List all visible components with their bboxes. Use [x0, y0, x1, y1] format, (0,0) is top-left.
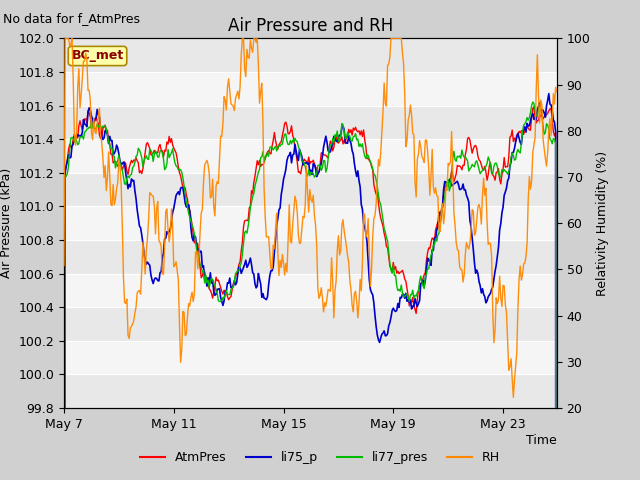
- Bar: [64, 307, 557, 341]
- Title: Air Pressure and RH: Air Pressure and RH: [228, 17, 393, 36]
- Text: Time: Time: [526, 434, 557, 447]
- Bar: [64, 72, 557, 106]
- Bar: [64, 341, 557, 374]
- Y-axis label: Relativity Humidity (%): Relativity Humidity (%): [596, 151, 609, 296]
- Bar: [64, 206, 557, 240]
- Text: BC_met: BC_met: [72, 49, 124, 62]
- Bar: [64, 38, 557, 72]
- Text: No data for f_AtmPres: No data for f_AtmPres: [3, 12, 140, 25]
- Legend: AtmPres, li75_p, li77_pres, RH: AtmPres, li75_p, li77_pres, RH: [135, 446, 505, 469]
- Bar: [64, 139, 557, 173]
- Bar: [64, 173, 557, 206]
- Bar: [64, 274, 557, 307]
- Bar: [64, 106, 557, 139]
- Y-axis label: Air Pressure (kPa): Air Pressure (kPa): [0, 168, 13, 278]
- Bar: [64, 374, 557, 408]
- Bar: [64, 240, 557, 274]
